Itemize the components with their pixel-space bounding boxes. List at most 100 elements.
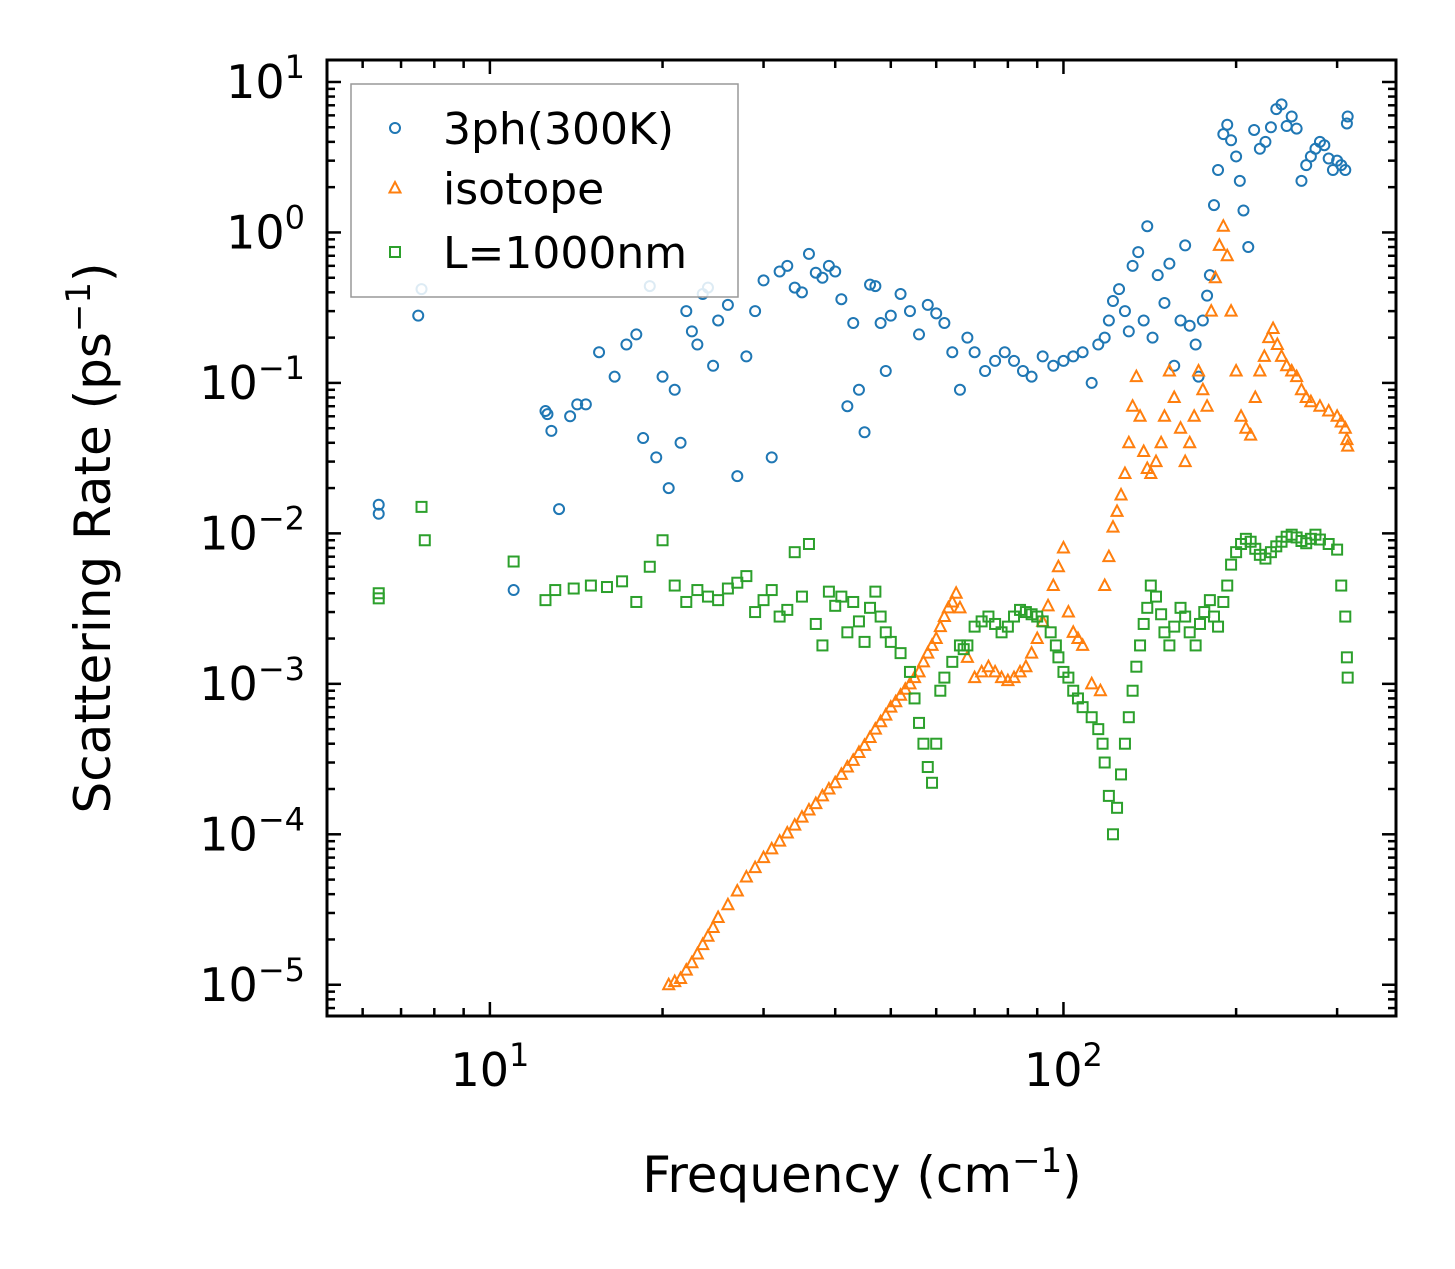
data-point (1101, 548, 1117, 563)
data-point (1193, 617, 1206, 630)
data-point (1183, 626, 1196, 639)
data-point (945, 593, 960, 608)
data-point (1115, 768, 1128, 781)
legend-box (350, 83, 739, 298)
data-point (549, 584, 562, 597)
data-point (989, 354, 1002, 367)
data-point (1008, 354, 1021, 367)
data-point (961, 331, 974, 344)
series-layer (372, 98, 1355, 991)
data-point (1092, 338, 1105, 351)
data-point (1339, 431, 1355, 446)
data-point (1113, 283, 1126, 296)
data-point (968, 346, 981, 359)
data-point (787, 817, 802, 831)
data-point (656, 534, 669, 547)
data-point (802, 537, 815, 550)
data-point (1121, 434, 1136, 449)
y-tick-label: 10−3 (199, 650, 305, 711)
data-point (1137, 617, 1150, 630)
data-point (1093, 682, 1108, 697)
data-point (1341, 110, 1354, 123)
data-point (1248, 123, 1261, 136)
data-point (673, 970, 688, 985)
data-point (1207, 199, 1220, 212)
data-point (933, 618, 948, 633)
data-point (1096, 737, 1109, 750)
data-point (1076, 701, 1089, 714)
data-point (852, 615, 865, 628)
data-point (545, 424, 558, 437)
data-point (924, 637, 940, 651)
data-point (731, 470, 744, 483)
tick-layer (327, 60, 1396, 1016)
data-point (852, 383, 865, 396)
data-point (1199, 398, 1215, 412)
data-point (1111, 801, 1124, 814)
data-point (879, 364, 892, 377)
data-point (1049, 639, 1062, 652)
data-point (911, 663, 927, 678)
data-point (1212, 620, 1225, 633)
data-point (835, 293, 848, 306)
data-point (1143, 465, 1158, 479)
data-point (780, 824, 795, 839)
data-point (757, 594, 770, 607)
data-point (1008, 610, 1021, 623)
data-point (801, 801, 817, 816)
data-point (1189, 639, 1202, 652)
data-point (1274, 348, 1289, 362)
data-point (1335, 579, 1348, 592)
data-point (1179, 239, 1192, 252)
data-point (1174, 314, 1187, 327)
data-point (894, 287, 907, 300)
data-point (1203, 594, 1216, 607)
data-point (1339, 164, 1352, 177)
y-tick-label: 101 (226, 48, 305, 109)
data-point (869, 585, 882, 598)
data-point (841, 400, 854, 413)
data-point (372, 587, 385, 600)
data-point (1265, 320, 1281, 334)
data-point (1076, 346, 1089, 359)
data-point (921, 298, 934, 311)
data-point (982, 610, 995, 623)
data-point (1047, 359, 1060, 372)
data-point (1230, 150, 1243, 163)
data-point (795, 590, 808, 603)
data-point (1105, 518, 1121, 533)
data-point (1163, 639, 1176, 652)
data-point (913, 328, 926, 341)
data-point (961, 639, 974, 652)
x-axis-label: Frequency (cm−1) (642, 1141, 1082, 1204)
legend-marker-0 (389, 122, 401, 134)
data-point (608, 370, 621, 383)
data-point (620, 338, 633, 351)
data-point (691, 338, 704, 351)
data-point (1144, 579, 1157, 592)
data-point (857, 737, 872, 751)
data-point (1168, 620, 1181, 633)
data-point (1334, 413, 1349, 428)
data-point (712, 594, 725, 607)
data-point (1212, 164, 1225, 177)
data-point (1243, 426, 1258, 441)
data-point (1067, 350, 1080, 363)
data-point (773, 265, 786, 278)
data-point (989, 617, 1002, 630)
data-point (749, 305, 762, 318)
data-point (884, 309, 897, 322)
data-point (1146, 331, 1159, 344)
data-point (921, 761, 934, 774)
data-point (662, 482, 675, 495)
data-point (740, 570, 753, 583)
data-point (1228, 362, 1244, 377)
data-point (802, 247, 815, 260)
data-point (1279, 357, 1294, 372)
data-point (847, 317, 860, 330)
data-point (1132, 246, 1145, 259)
data-point (994, 669, 1009, 684)
data-point (946, 655, 959, 668)
data-point (507, 584, 520, 597)
data-point (851, 744, 867, 758)
